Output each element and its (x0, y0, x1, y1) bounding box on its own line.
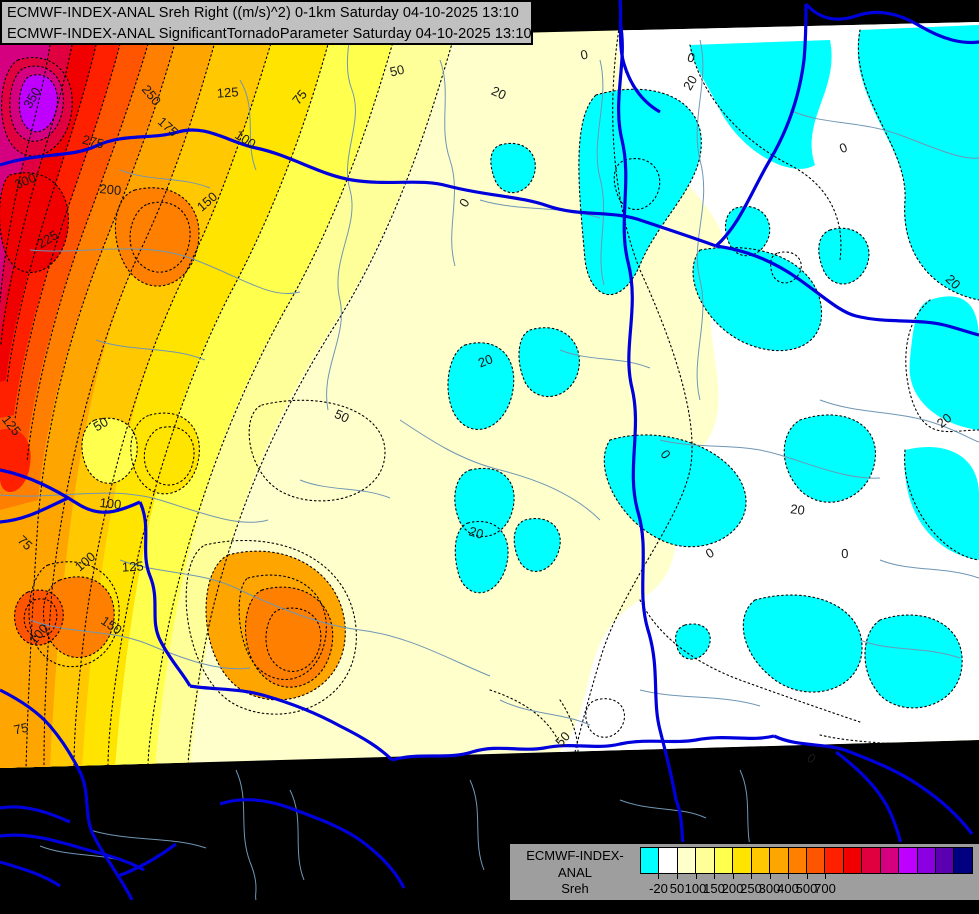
colorbar-swatch-15 (918, 848, 936, 873)
colorbar-swatch-5 (733, 848, 751, 873)
contour-label-75: 75 (12, 720, 29, 738)
colorbar-swatches[interactable] (640, 847, 973, 874)
contour-label-200: 200 (99, 181, 122, 198)
colorbar-swatch-0 (641, 848, 659, 873)
colorbar-tick--20: -20 (649, 881, 668, 896)
colorbar-tickmark-250 (751, 874, 752, 879)
colorbar-swatch-10 (825, 848, 843, 873)
contour-label-100: 100 (99, 495, 122, 512)
colorbar-tick-700: 700 (814, 881, 836, 896)
colorbar-swatch-16 (936, 848, 954, 873)
colorbar-swatch-9 (807, 848, 825, 873)
colorbar-swatch-14 (899, 848, 917, 873)
colorbar-swatch-7 (770, 848, 788, 873)
colorbar-tickmark-700 (825, 874, 826, 879)
colorbar-tickmark-150 (714, 874, 715, 879)
colorbar-swatch-3 (696, 848, 714, 873)
colorbar-swatch-1 (659, 848, 677, 873)
colorbar-swatch-11 (844, 848, 862, 873)
legend-label-group: ECMWF-INDEX-ANAL Sreh (m/s)^2 (510, 844, 640, 914)
colorbar-tickmark-50 (677, 874, 678, 879)
colorbar-swatch-12 (862, 848, 880, 873)
colorbar-swatch-4 (715, 848, 733, 873)
contour-label-125: 125 (122, 558, 144, 574)
colorbar-tickmark-300 (770, 874, 771, 879)
colorbar-swatch-13 (881, 848, 899, 873)
colorbar-swatch-8 (789, 848, 807, 873)
legend-variable-name: Sreh (510, 881, 640, 898)
colorbar-swatch-2 (678, 848, 696, 873)
contour-label-20: 20 (789, 501, 805, 518)
contour-fill-layer (0, 10, 979, 790)
colorbar-tick-50: 50 (670, 881, 684, 896)
map-title-panel: ECMWF-INDEX-ANAL Sreh Right ((m/s)^2) 0-… (0, 0, 533, 45)
contour-label-0: 0 (841, 546, 849, 561)
colorbar-tickmark--20 (658, 874, 659, 879)
title-line-secondary: ECMWF-INDEX-ANAL SignificantTornadoParam… (7, 24, 527, 45)
contour-label-125: 125 (216, 84, 239, 100)
colorbar-tickmark-100 (696, 874, 697, 879)
colorbar-swatch-17 (954, 848, 971, 873)
colorbar-swatch-6 (752, 848, 770, 873)
colorbar-tickmark-500 (807, 874, 808, 879)
legend-model-name: ECMWF-INDEX-ANAL (510, 848, 640, 881)
colorbar-tickmark-400 (788, 874, 789, 879)
colorbar-tickmark-200 (733, 874, 734, 879)
title-line-primary: ECMWF-INDEX-ANAL Sreh Right ((m/s)^2) 0-… (7, 3, 527, 24)
